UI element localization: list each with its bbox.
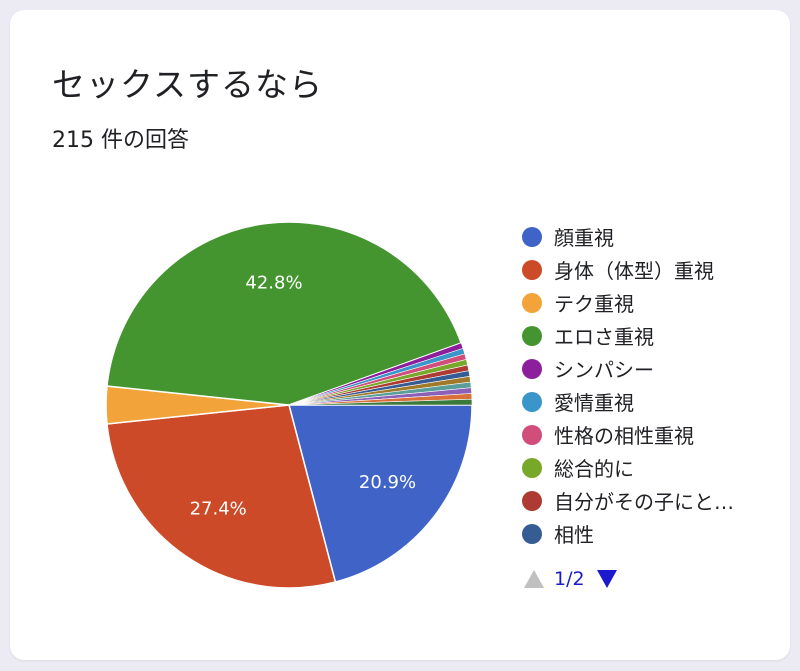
legend-label: 身体（体型）重視 xyxy=(554,259,714,283)
legend-item: 性格の相性重視 xyxy=(522,418,734,451)
legend-label: テク重視 xyxy=(554,292,634,316)
legend-label: エロさ重視 xyxy=(554,325,654,349)
response-count: 215 件の回答 xyxy=(52,128,189,153)
legend-swatch xyxy=(522,325,542,346)
legend-label: 相性 xyxy=(554,523,594,547)
legend-item: 愛情重視 xyxy=(522,385,734,418)
legend-swatch xyxy=(522,391,542,412)
next-page-icon[interactable] xyxy=(596,570,617,588)
legend-item: 総合的に xyxy=(522,451,734,484)
legend-label: 愛情重視 xyxy=(554,391,634,415)
legend-item: エロさ重視 xyxy=(522,319,734,352)
pie-slice[interactable] xyxy=(106,221,463,406)
legend-label: シンパシー xyxy=(554,358,654,382)
legend-swatch xyxy=(522,259,542,280)
legend-swatch xyxy=(522,358,542,379)
prev-page-icon xyxy=(524,570,544,588)
chart-title: セックスするなら xyxy=(52,65,324,104)
legend-pager: 1/2 xyxy=(524,568,617,590)
legend-item: 自分がその子にと… xyxy=(522,484,734,517)
slice-percent-label: 42.8% xyxy=(245,272,302,293)
legend-swatch xyxy=(522,490,542,511)
pie-slice[interactable] xyxy=(106,404,337,589)
response-card: セックスするなら 215 件の回答 20.9% 27.4% 42.8% 顔重視身体（… xyxy=(10,10,790,660)
legend-swatch xyxy=(522,523,542,544)
legend-swatch xyxy=(522,226,542,247)
slice-percent-label: 20.9% xyxy=(359,472,416,493)
legend-item: 身体（体型）重視 xyxy=(522,253,734,286)
legend-item: シンパシー xyxy=(522,352,734,385)
legend-label: 性格の相性重視 xyxy=(554,424,694,448)
legend-label: 総合的に xyxy=(554,457,634,481)
legend: 顔重視身体（体型）重視 テク重視エロさ重視シンパシー愛情重視性格の相性重視 総合的に… xyxy=(522,220,734,550)
slice-percent-label: 27.4% xyxy=(190,498,247,519)
pie-slice[interactable] xyxy=(288,404,473,583)
page-indicator: 1/2 xyxy=(554,568,585,590)
legend-label: 自分がその子にと… xyxy=(554,490,734,514)
legend-swatch xyxy=(522,292,542,313)
legend-item: テク重視 xyxy=(522,286,734,319)
pie-slice[interactable] xyxy=(288,398,473,406)
legend-swatch xyxy=(522,457,542,478)
legend-label: 顔重視 xyxy=(554,226,614,250)
legend-swatch xyxy=(522,424,542,445)
pie-chart: 20.9% 27.4% 42.8% xyxy=(105,221,473,589)
legend-item: 相性 xyxy=(522,517,734,550)
legend-item: 顔重視 xyxy=(522,220,734,253)
